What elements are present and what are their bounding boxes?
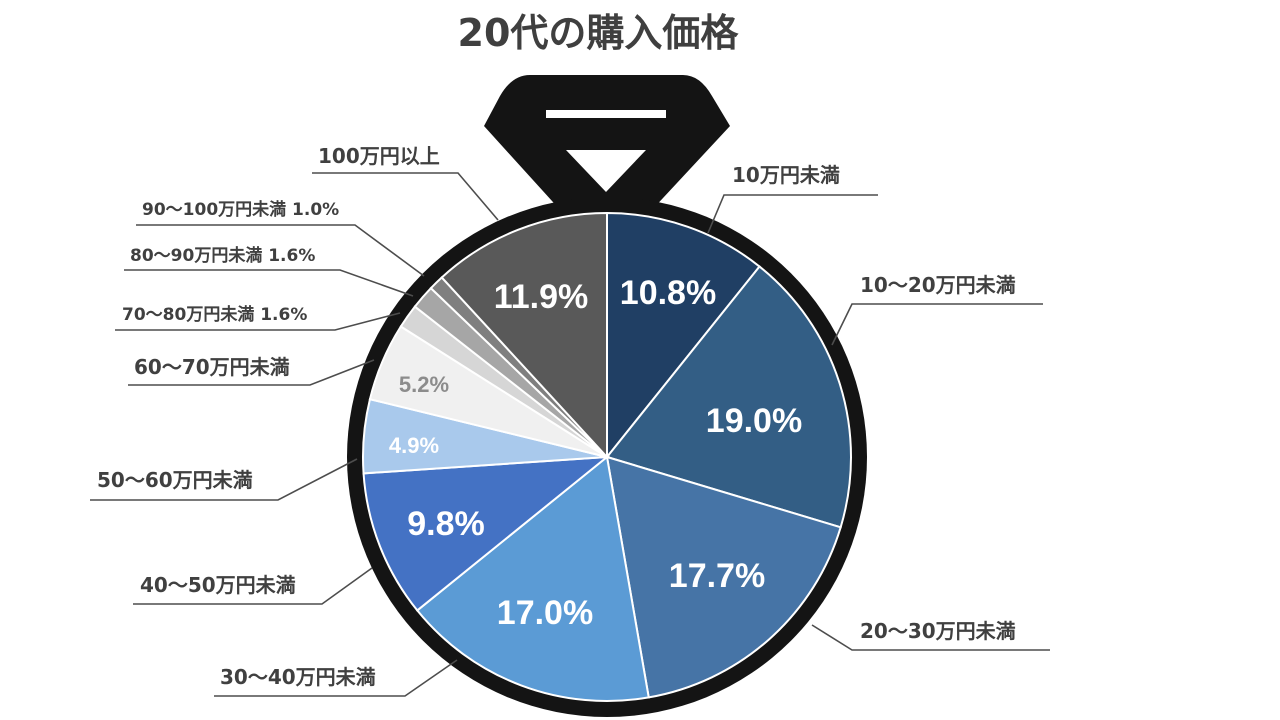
pie-slice — [605, 265, 852, 529]
leader-line — [214, 659, 458, 697]
pie-slice — [440, 211, 608, 460]
category-label: 90〜100万円未満 1.0% — [142, 199, 339, 220]
value-label: 10.8% — [620, 274, 716, 312]
pie-slice — [605, 455, 842, 699]
category-label: 60〜70万円未満 — [134, 355, 290, 379]
category-label: 10万円未満 — [732, 163, 840, 187]
leader-line — [124, 269, 414, 297]
leader-line — [115, 312, 401, 331]
pie-slice — [606, 211, 761, 460]
leader-line — [133, 567, 373, 605]
category-label: 30〜40万円未満 — [220, 665, 376, 689]
value-label: 5.2% — [399, 372, 449, 397]
value-label: 17.7% — [669, 557, 765, 595]
leader-line — [90, 458, 358, 501]
pie-slice — [362, 455, 611, 612]
leader-line — [312, 172, 499, 221]
stopwatch-crown-window — [546, 110, 666, 192]
leader-lines — [90, 172, 1050, 697]
leader-line — [707, 194, 878, 234]
leader-line — [136, 224, 425, 277]
category-label: 80〜90万円未満 1.6% — [130, 245, 315, 266]
value-label: 9.8% — [407, 505, 485, 543]
category-label: 100万円以上 — [318, 144, 440, 168]
value-label: 17.0% — [497, 594, 593, 632]
category-labels: 10万円未満 10〜20万円未満 20〜30万円未満 30〜40万円未満 40〜50万円… — [97, 144, 1016, 689]
category-label: 10〜20万円未満 — [860, 273, 1016, 297]
value-labels: 10.8% 19.0% 17.7% 17.0% 9.8% 4.9% 5.2% 11.9% — [389, 274, 802, 632]
stopwatch-crown — [484, 75, 730, 212]
value-label: 4.9% — [389, 433, 439, 458]
category-label: 50〜60万円未満 — [97, 468, 253, 492]
leader-line — [128, 359, 375, 386]
category-label: 20〜30万円未満 — [860, 619, 1016, 643]
value-label: 11.9% — [494, 278, 589, 316]
pie-slices — [362, 211, 852, 702]
value-label: 19.0% — [706, 402, 802, 440]
category-label: 40〜50万円未満 — [140, 573, 296, 597]
category-label: 70〜80万円未満 1.6% — [122, 304, 307, 325]
chart-title: 20代の購入価格 — [458, 11, 740, 55]
leader-line — [831, 303, 1043, 346]
pie-slice — [415, 455, 650, 702]
leader-line — [811, 624, 1050, 651]
